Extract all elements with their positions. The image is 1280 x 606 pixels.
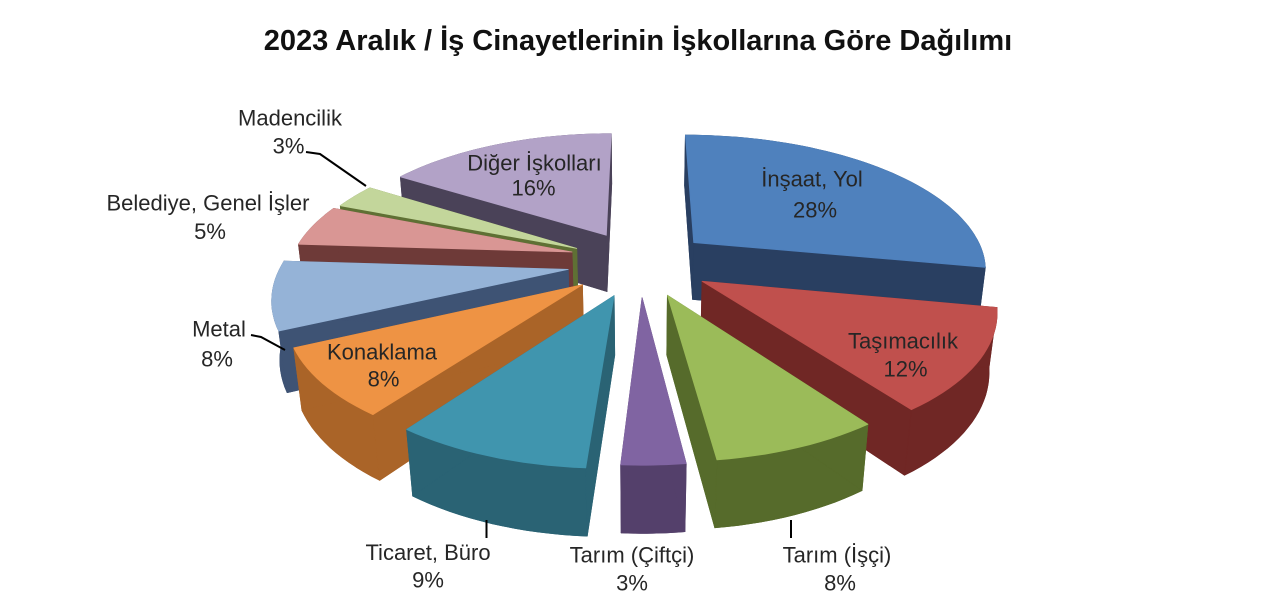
svg-text:Taşımacılık: Taşımacılık: [848, 329, 959, 354]
svg-text:Ticaret, Büro: Ticaret, Büro: [365, 540, 490, 565]
svg-text:Metal: Metal: [192, 317, 246, 342]
svg-text:Konaklama: Konaklama: [327, 340, 438, 365]
svg-text:8%: 8%: [201, 347, 233, 372]
svg-text:16%: 16%: [511, 176, 555, 201]
svg-text:İnşaat, Yol: İnşaat, Yol: [761, 167, 863, 192]
svg-text:5%: 5%: [194, 219, 226, 244]
svg-text:12%: 12%: [883, 357, 927, 382]
svg-text:3%: 3%: [616, 571, 648, 596]
svg-text:28%: 28%: [793, 198, 837, 223]
svg-text:Madencilik: Madencilik: [238, 106, 343, 131]
svg-text:2023 Aralık / İş Cinayetlerini: 2023 Aralık / İş Cinayetlerinin İşkollar…: [264, 25, 1012, 57]
svg-text:8%: 8%: [824, 571, 856, 596]
svg-text:Tarım (Çiftçi): Tarım (Çiftçi): [570, 543, 695, 568]
svg-text:Diğer İşkolları: Diğer İşkolları: [467, 151, 601, 176]
svg-text:Belediye, Genel İşler: Belediye, Genel İşler: [107, 191, 310, 216]
svg-text:8%: 8%: [368, 367, 400, 392]
svg-text:Tarım (İşçi): Tarım (İşçi): [783, 543, 892, 568]
svg-text:3%: 3%: [273, 134, 305, 159]
svg-text:9%: 9%: [412, 568, 444, 593]
